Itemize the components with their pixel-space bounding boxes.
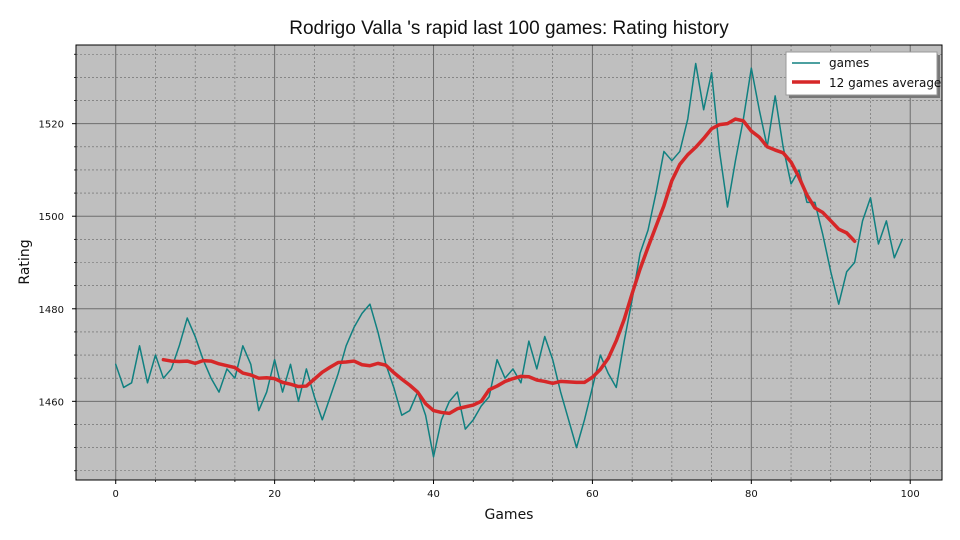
- x-tick-label: 80: [745, 489, 758, 500]
- chart-title: Rodrigo Valla 's rapid last 100 games: R…: [289, 18, 729, 39]
- legend: games 12 games average: [785, 51, 941, 98]
- legend-label-games: games: [829, 56, 869, 70]
- y-axis-label: Rating: [17, 239, 33, 284]
- series-layer: [114, 62, 904, 458]
- legend-box: [785, 51, 938, 96]
- x-tick-label: 100: [901, 489, 920, 500]
- legend-label-average: 12 games average: [829, 76, 941, 90]
- minor-grid: [76, 45, 942, 480]
- games-line: [114, 62, 904, 458]
- y-tick-label: 1480: [39, 305, 64, 316]
- x-axis-label: Games: [485, 507, 534, 523]
- y-tick-label: 1520: [39, 120, 64, 131]
- x-tick-label: 0: [113, 489, 119, 500]
- y-tick-label: 1500: [39, 212, 64, 223]
- x-tick-label: 40: [427, 489, 440, 500]
- major-grid: [76, 45, 942, 480]
- axis-ticks: 0 20 40 60 80 100 1460 1480 1500 1520: [39, 53, 920, 500]
- average-line: [161, 117, 857, 416]
- x-tick-label: 20: [268, 489, 281, 500]
- y-tick-label: 1460: [39, 397, 64, 408]
- x-tick-label: 60: [586, 489, 599, 500]
